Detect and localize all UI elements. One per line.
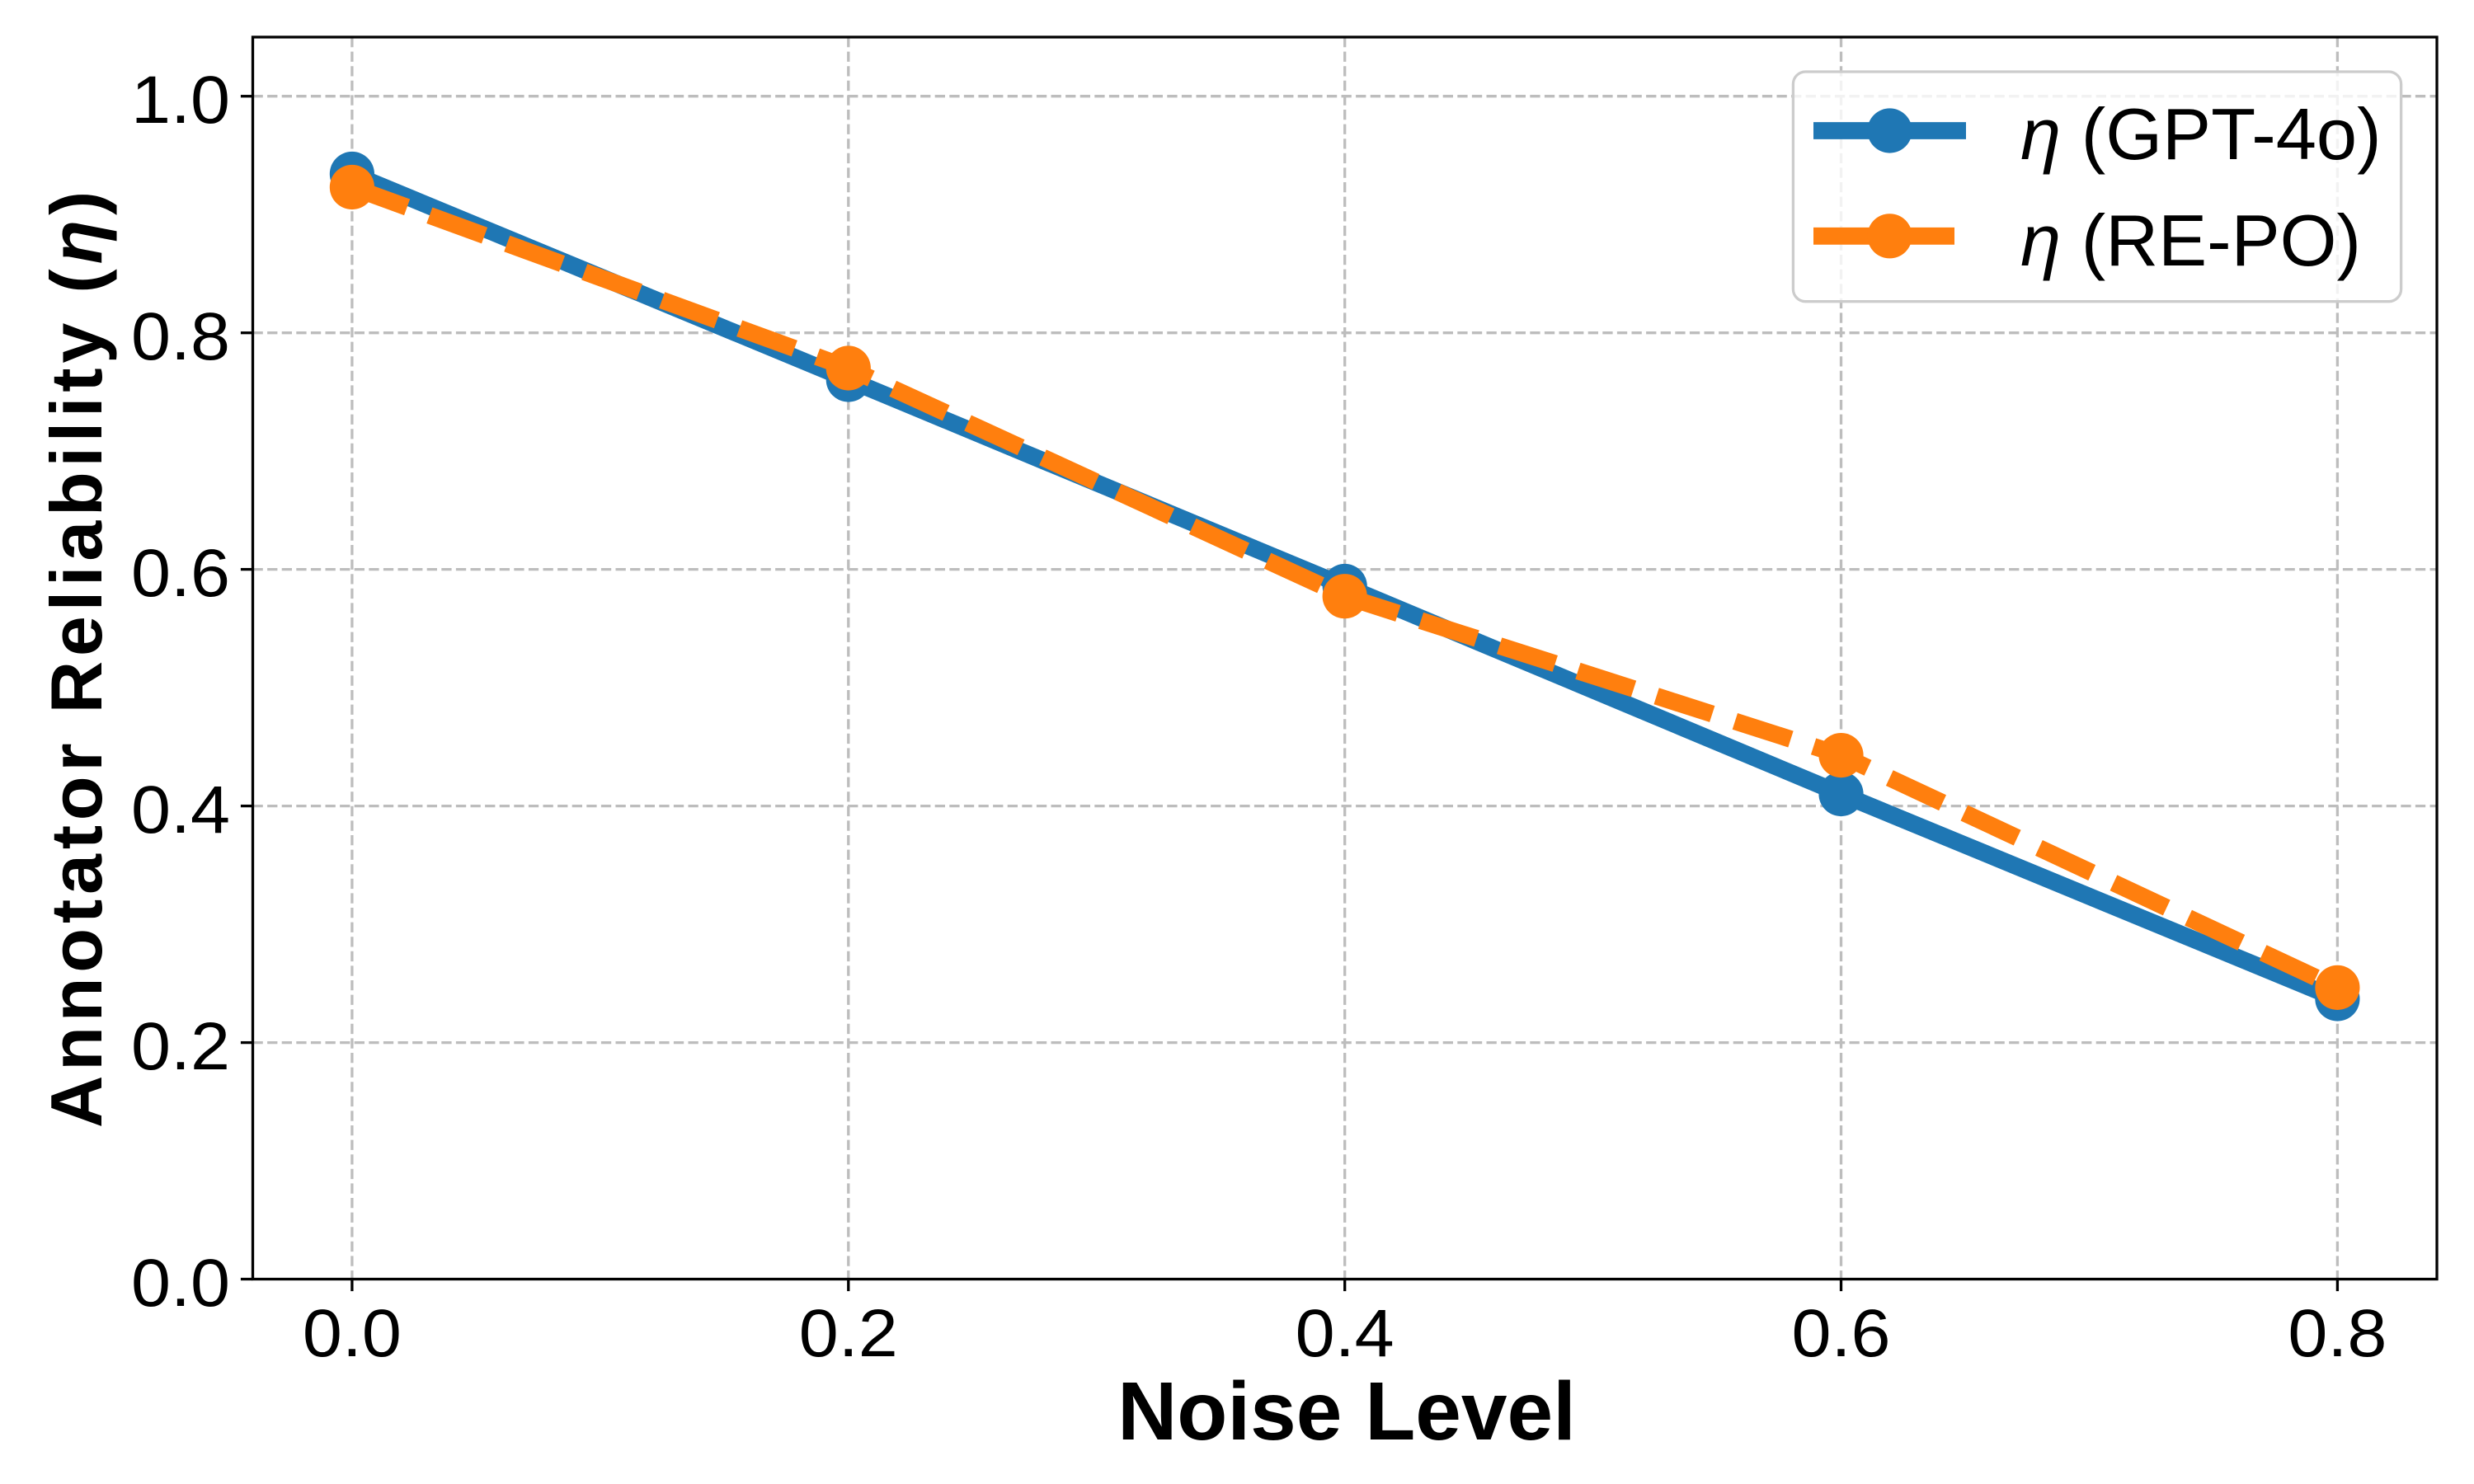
svg-text:0.2: 0.2 [799, 1296, 898, 1371]
svg-text:η (RE-PO): η (RE-PO) [2020, 200, 2361, 281]
svg-text:0.8: 0.8 [2288, 1296, 2387, 1371]
svg-text:0.0: 0.0 [303, 1296, 402, 1371]
svg-text:0.8: 0.8 [131, 299, 230, 374]
svg-text:0.6: 0.6 [131, 536, 230, 611]
svg-text:η (GPT-4o): η (GPT-4o) [2020, 93, 2382, 175]
svg-text:1.0: 1.0 [131, 63, 230, 138]
svg-text:Noise Level: Noise Level [1117, 1365, 1576, 1458]
svg-text:0.0: 0.0 [131, 1246, 230, 1321]
svg-text:0.4: 0.4 [1296, 1296, 1395, 1371]
svg-text:Annotator Reliability (η): Annotator Reliability (η) [35, 186, 117, 1128]
svg-text:0.6: 0.6 [1792, 1296, 1891, 1371]
svg-text:0.4: 0.4 [131, 773, 230, 848]
svg-text:0.2: 0.2 [131, 1009, 230, 1084]
